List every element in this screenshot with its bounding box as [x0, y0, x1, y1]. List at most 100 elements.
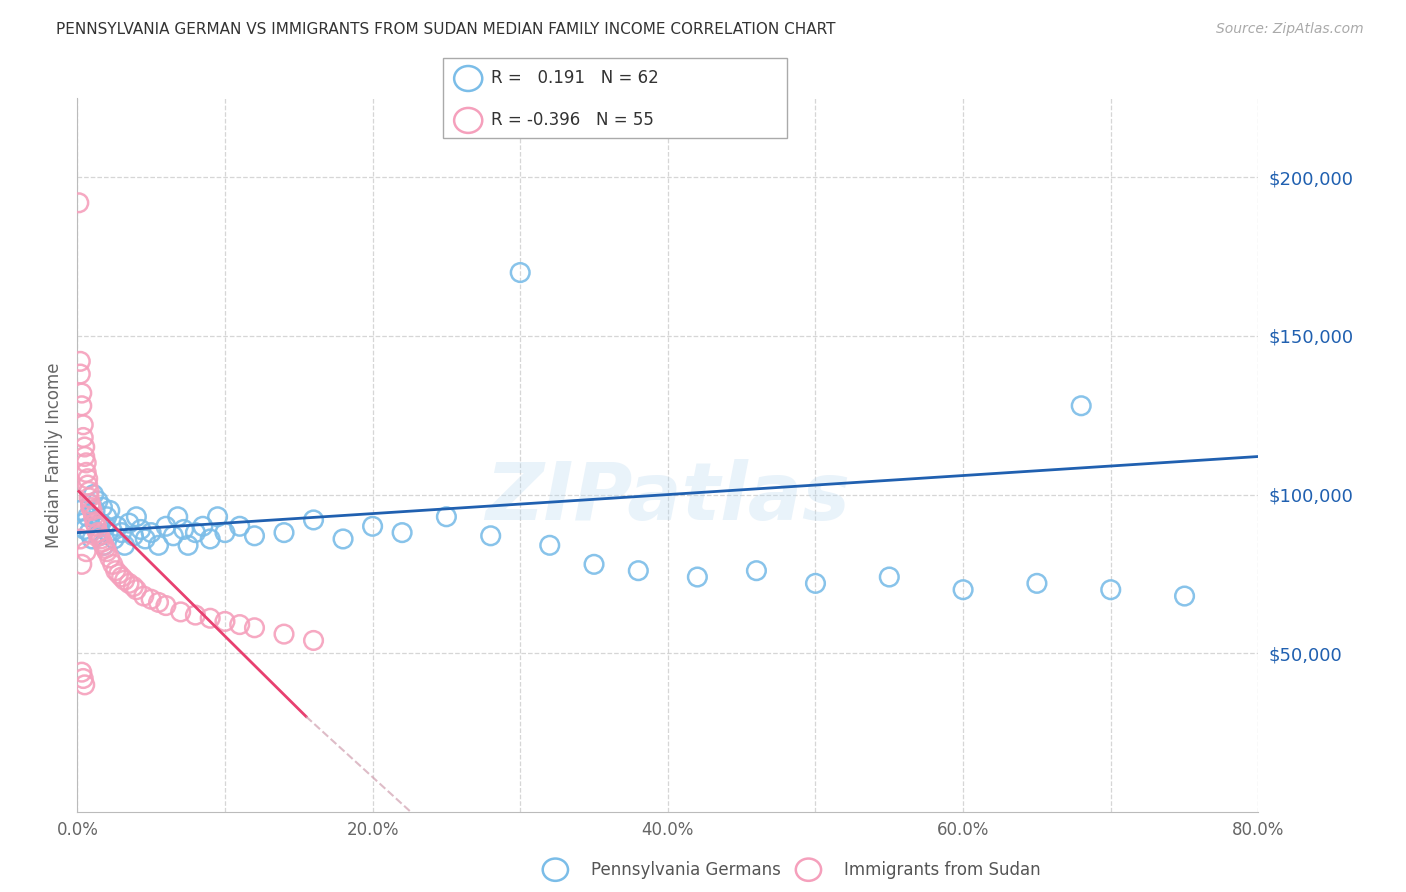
Point: [391, 525, 413, 540]
Point: [538, 538, 561, 552]
Point: [70, 558, 93, 572]
Point: [105, 519, 128, 533]
Point: [228, 519, 252, 533]
Y-axis label: Median Family Income: Median Family Income: [45, 362, 63, 548]
Point: [69, 367, 91, 381]
Point: [273, 525, 295, 540]
Point: [141, 592, 163, 607]
Point: [87, 525, 110, 540]
Text: Source: ZipAtlas.com: Source: ZipAtlas.com: [1216, 22, 1364, 37]
Point: [98, 551, 121, 566]
Point: [214, 615, 236, 629]
Point: [879, 570, 901, 584]
Point: [91, 535, 114, 549]
Text: PENNSYLVANIA GERMAN VS IMMIGRANTS FROM SUDAN MEDIAN FAMILY INCOME CORRELATION CH: PENNSYLVANIA GERMAN VS IMMIGRANTS FROM S…: [56, 22, 835, 37]
Point: [804, 576, 827, 591]
Point: [214, 525, 236, 540]
Text: R = -0.396   N = 55: R = -0.396 N = 55: [491, 112, 654, 129]
Point: [76, 472, 98, 486]
Point: [69, 532, 91, 546]
Point: [79, 500, 101, 515]
Point: [191, 519, 214, 533]
Point: [93, 538, 115, 552]
Point: [84, 503, 107, 517]
Point: [67, 195, 90, 210]
Point: [72, 672, 94, 686]
Point: [76, 509, 98, 524]
Point: [97, 525, 120, 540]
Point: [132, 589, 155, 603]
Point: [73, 523, 96, 537]
Point: [170, 605, 193, 619]
Text: ZIPatlas: ZIPatlas: [485, 458, 851, 537]
Point: [952, 582, 974, 597]
Text: Immigrants from Sudan: Immigrants from Sudan: [844, 861, 1040, 879]
Point: [70, 399, 93, 413]
Point: [69, 354, 91, 368]
Point: [75, 544, 97, 558]
Point: [184, 525, 207, 540]
Point: [162, 529, 184, 543]
Point: [141, 525, 163, 540]
Point: [1026, 576, 1049, 591]
Point: [479, 529, 502, 543]
Point: [75, 466, 97, 480]
Point: [82, 532, 104, 546]
Point: [86, 513, 108, 527]
Point: [361, 519, 384, 533]
Text: R =   0.191   N = 62: R = 0.191 N = 62: [491, 70, 658, 87]
Point: [148, 595, 170, 609]
Point: [101, 558, 124, 572]
Point: [76, 478, 98, 492]
Point: [243, 621, 266, 635]
Point: [77, 491, 100, 505]
Point: [91, 500, 114, 515]
Point: [83, 509, 105, 524]
Point: [96, 544, 118, 558]
Point: [686, 570, 709, 584]
Point: [1070, 399, 1092, 413]
Point: [72, 430, 94, 444]
Point: [118, 516, 141, 530]
Point: [1174, 589, 1197, 603]
Point: [77, 525, 100, 540]
Point: [98, 503, 121, 517]
Point: [79, 497, 101, 511]
Point: [332, 532, 354, 546]
Point: [228, 617, 252, 632]
Point: [82, 503, 104, 517]
Point: [104, 564, 127, 578]
Point: [122, 529, 145, 543]
Point: [89, 529, 111, 543]
Point: [84, 516, 107, 530]
Point: [114, 573, 136, 587]
Point: [87, 494, 110, 508]
Point: [302, 513, 325, 527]
Point: [125, 509, 148, 524]
Point: [273, 627, 295, 641]
Point: [627, 564, 650, 578]
Point: [129, 523, 152, 537]
Point: [72, 516, 94, 530]
Point: [436, 509, 458, 524]
Point: [107, 566, 129, 581]
Point: [111, 570, 132, 584]
Point: [125, 582, 148, 597]
Point: [86, 519, 108, 533]
Point: [103, 532, 125, 546]
Point: [70, 386, 93, 401]
Point: [155, 519, 177, 533]
Point: [90, 516, 112, 530]
Point: [1099, 582, 1122, 597]
Point: [583, 558, 606, 572]
Point: [207, 509, 229, 524]
Point: [177, 538, 200, 552]
Point: [111, 525, 132, 540]
Point: [69, 503, 91, 517]
Point: [302, 633, 325, 648]
Point: [134, 532, 156, 546]
Point: [122, 580, 145, 594]
Point: [77, 484, 100, 499]
Point: [90, 532, 112, 546]
Point: [745, 564, 768, 578]
